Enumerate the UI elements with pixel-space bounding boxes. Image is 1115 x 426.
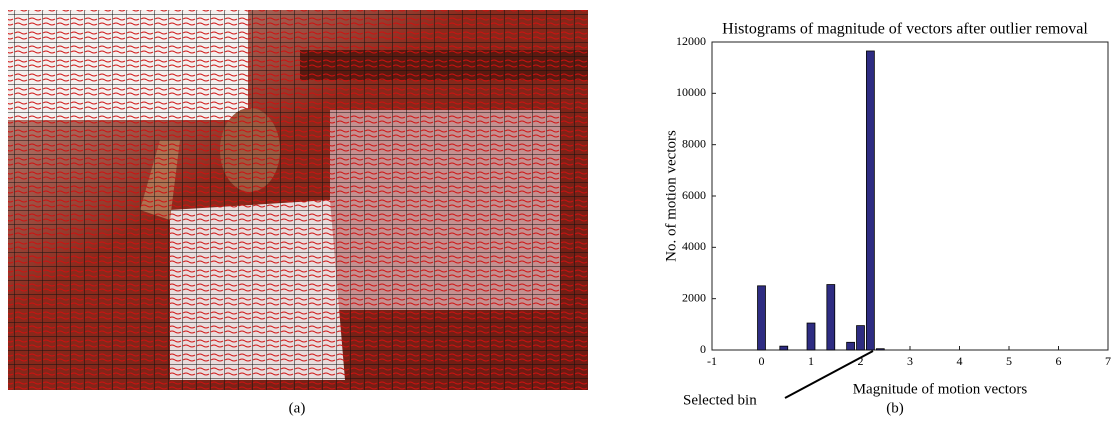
x-tick-label: 1 <box>808 354 814 368</box>
bar <box>847 342 855 350</box>
photo <box>8 10 588 390</box>
x-tick-label: 2 <box>858 354 864 368</box>
figure: (a) Histograms of magnitude of vectors a… <box>0 0 1115 421</box>
y-tick-label: 8000 <box>682 136 706 150</box>
bar <box>827 285 835 350</box>
bar <box>758 286 766 350</box>
bar <box>780 346 788 350</box>
x-axis-label: Magnitude of motion vectors <box>853 381 1028 397</box>
y-axis-label: No. of motion vectors <box>663 130 679 262</box>
bar <box>876 349 884 350</box>
y-tick-label: 2000 <box>682 290 706 304</box>
bar <box>866 51 874 350</box>
y-tick-label: 0 <box>700 342 706 356</box>
caption: (a) <box>289 400 306 416</box>
y-tick-label: 6000 <box>682 188 706 202</box>
x-tick-label: 5 <box>1006 354 1012 368</box>
chart-title: Histograms of magnitude of vectors after… <box>722 21 1088 38</box>
caption: (b) <box>886 400 904 416</box>
plot-frame <box>712 42 1108 350</box>
x-tick-label: 3 <box>907 354 913 368</box>
y-tick-label: 10000 <box>676 85 706 99</box>
x-tick-label: 7 <box>1105 354 1111 368</box>
x-tick-label: 4 <box>957 354 963 368</box>
bar <box>807 323 815 350</box>
x-tick-label: 6 <box>1056 354 1062 368</box>
x-tick-label: -1 <box>707 354 717 368</box>
bar <box>857 326 865 350</box>
x-tick-label: 0 <box>759 354 765 368</box>
y-tick-label: 4000 <box>682 239 706 253</box>
y-tick-label: 12000 <box>676 34 706 48</box>
annotation: Selected bin <box>683 392 757 408</box>
